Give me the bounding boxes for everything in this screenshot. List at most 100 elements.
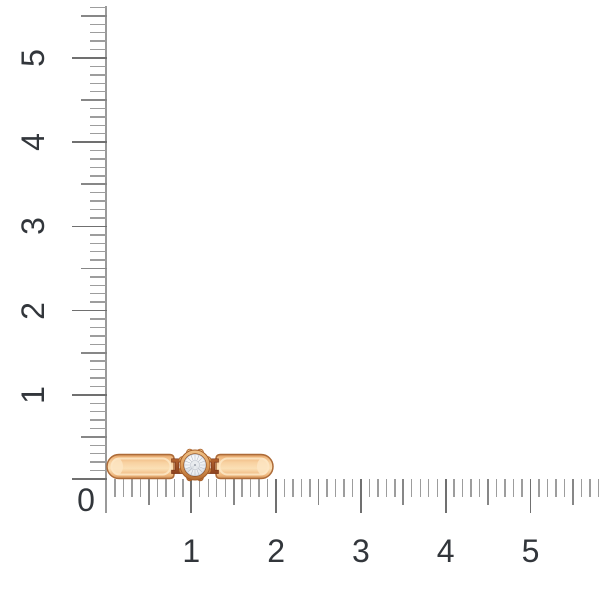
horizontal-ruler-label: 5: [521, 533, 540, 569]
horizontal-ruler-tick: [122, 479, 125, 498]
vertical-ruler-tick: [89, 343, 107, 345]
vertical-ruler-tick: [89, 217, 107, 219]
horizontal-ruler-tick: [326, 479, 328, 498]
horizontal-ruler-tick: [453, 479, 455, 498]
vertical-ruler-tick: [89, 284, 107, 287]
horizontal-ruler-tick: [546, 479, 549, 498]
horizontal-ruler-tick: [411, 479, 413, 498]
vertical-ruler-tick: [80, 99, 107, 101]
ring-connector-right: [207, 458, 219, 474]
horizontal-ruler-tick: [207, 479, 209, 498]
vertical-ruler-tick: [89, 23, 107, 25]
vertical-ruler-tick: [89, 116, 107, 118]
horizontal-ruler-tick: [199, 479, 201, 498]
vertical-ruler-tick: [89, 90, 107, 93]
vertical-ruler-tick: [89, 368, 107, 371]
horizontal-ruler-tick: [266, 479, 269, 498]
vertical-ruler-tick: [71, 309, 107, 312]
vertical-ruler-tick: [71, 57, 107, 59]
vertical-ruler-tick: [89, 276, 107, 278]
horizontal-ruler-tick: [216, 479, 218, 498]
origin-zero-tick: [71, 478, 107, 480]
horizontal-ruler-tick: [521, 479, 523, 498]
horizontal-ruler-tick: [419, 479, 421, 498]
horizontal-ruler-tick: [495, 479, 498, 498]
vertical-ruler-edge-line: [105, 5, 107, 513]
origin-zero-label: 0: [77, 482, 95, 518]
horizontal-ruler-tick: [597, 479, 600, 498]
vertical-ruler-tick: [89, 242, 107, 244]
horizontal-ruler-tick: [428, 479, 430, 498]
vertical-ruler-tick: [89, 48, 107, 51]
horizontal-ruler-tick: [394, 479, 396, 498]
horizontal-ruler-tick: [139, 479, 142, 498]
vertical-ruler-tick: [89, 469, 107, 472]
vertical-ruler-tick: [80, 351, 107, 354]
horizontal-ruler-tick: [190, 479, 193, 514]
vertical-ruler-tick: [89, 444, 107, 446]
vertical-ruler-tick: [89, 74, 107, 76]
horizontal-ruler-tick: [182, 479, 184, 498]
horizontal-ruler-tick: [538, 479, 540, 498]
vertical-ruler-tick: [89, 293, 107, 295]
horizontal-ruler-tick: [232, 479, 235, 506]
vertical-ruler-tick: [89, 301, 107, 303]
vertical-ruler-tick: [89, 250, 107, 253]
horizontal-ruler-label: 4: [436, 533, 455, 569]
vertical-ruler-tick: [89, 166, 107, 169]
vertical-ruler-tick: [80, 436, 107, 438]
horizontal-ruler-tick: [241, 479, 243, 498]
ring-diamond: [183, 453, 207, 477]
vertical-ruler-tick: [89, 427, 107, 430]
vertical-ruler-tick: [89, 82, 107, 84]
horizontal-ruler-tick: [283, 479, 286, 498]
ring-band-left: [106, 453, 175, 480]
horizontal-ruler-tick: [165, 479, 167, 498]
horizontal-ruler-tick: [529, 479, 532, 514]
vertical-ruler-tick: [89, 175, 107, 177]
vertical-ruler-tick: [89, 318, 107, 320]
vertical-ruler-tick: [89, 158, 107, 160]
vertical-ruler-tick: [80, 267, 107, 270]
horizontal-ruler-tick: [224, 479, 226, 498]
horizontal-ruler-tick: [148, 479, 150, 506]
horizontal-ruler-tick: [334, 479, 337, 498]
horizontal-ruler-tick: [563, 479, 566, 498]
horizontal-ruler-label: 1: [182, 533, 201, 569]
horizontal-ruler-tick: [444, 479, 447, 514]
horizontal-ruler-tick: [478, 479, 481, 498]
horizontal-ruler-tick: [249, 479, 252, 498]
vertical-ruler-tick: [89, 124, 107, 127]
horizontal-ruler-tick: [555, 479, 557, 498]
horizontal-ruler-tick: [470, 479, 472, 498]
horizontal-ruler-label: 2: [267, 533, 285, 569]
horizontal-ruler-tick: [258, 479, 260, 498]
vertical-ruler-tick: [89, 40, 107, 42]
horizontal-ruler-tick: [131, 479, 133, 498]
horizontal-ruler-tick: [360, 479, 362, 514]
vertical-ruler-tick: [89, 234, 107, 236]
horizontal-ruler-tick: [512, 479, 515, 498]
horizontal-ruler-tick: [343, 479, 345, 498]
vertical-ruler-tick: [89, 208, 107, 211]
vertical-ruler-tick: [89, 360, 107, 362]
horizontal-ruler-tick: [461, 479, 464, 498]
horizontal-ruler-tick: [351, 479, 354, 498]
vertical-ruler-tick: [80, 15, 107, 17]
ring-band-right: [215, 453, 274, 480]
horizontal-ruler-tick: [580, 479, 583, 498]
horizontal-ruler-tick: [487, 479, 489, 506]
vertical-ruler-tick: [71, 225, 107, 228]
horizontal-ruler-tick: [385, 479, 388, 498]
horizontal-ruler-tick: [275, 479, 277, 514]
vertical-ruler-tick: [89, 32, 107, 34]
vertical-ruler-tick: [89, 335, 107, 337]
vertical-ruler-tick: [89, 402, 107, 404]
vertical-ruler-tick: [89, 326, 107, 329]
horizontal-ruler-tick: [300, 479, 303, 498]
horizontal-ruler-tick: [589, 479, 591, 498]
horizontal-ruler-tick: [572, 479, 574, 506]
horizontal-ruler-tick: [402, 479, 405, 506]
vertical-ruler-tick: [89, 192, 107, 194]
